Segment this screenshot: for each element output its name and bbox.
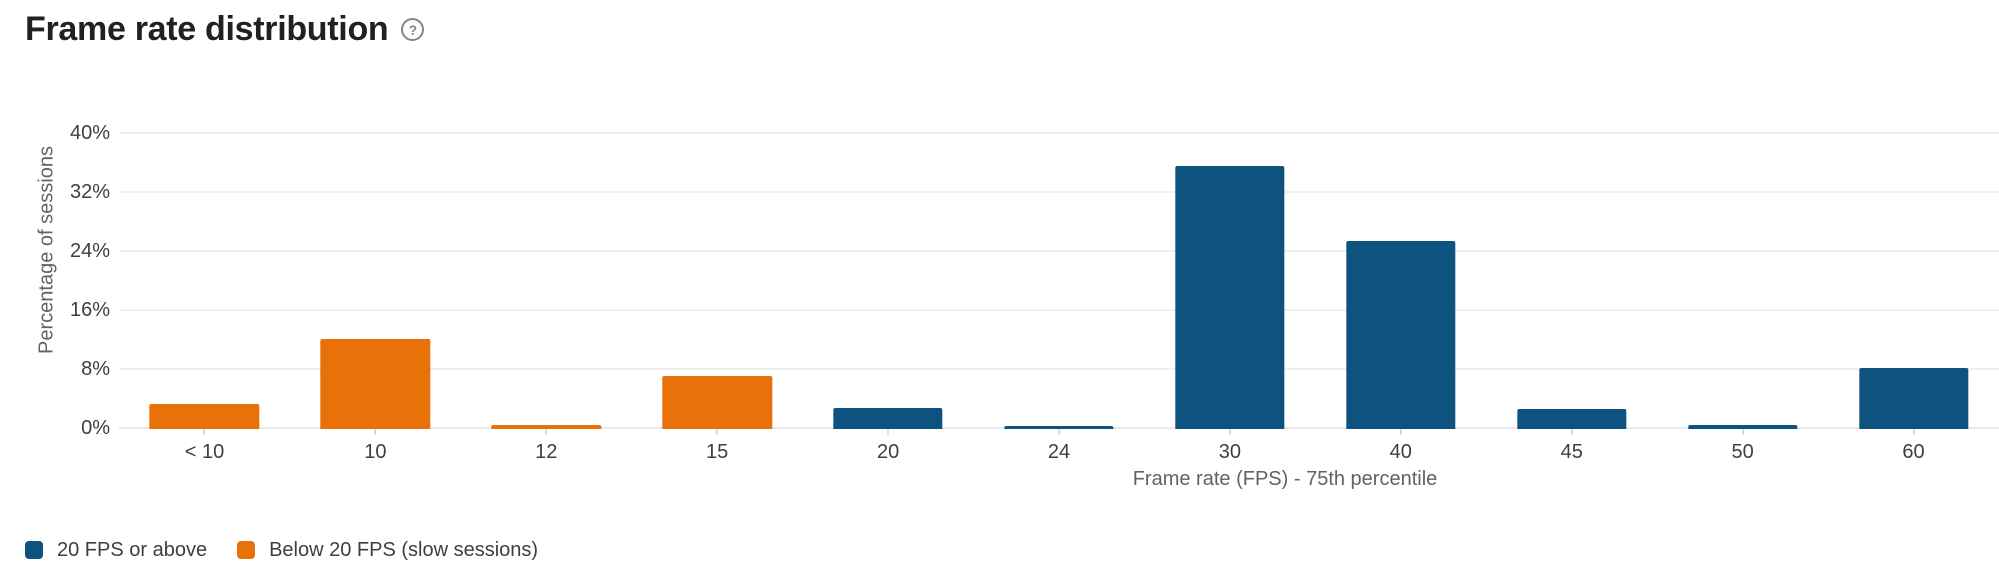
legend-item-below-20fps: Below 20 FPS (slow sessions) bbox=[237, 540, 538, 560]
legend-swatch-above-20fps bbox=[25, 541, 43, 559]
y-tick-label: 16% bbox=[69, 299, 110, 321]
bar-45[interactable] bbox=[1517, 409, 1627, 429]
x-tick-label: 40 bbox=[1389, 441, 1412, 463]
x-tick bbox=[545, 428, 548, 435]
x-tick-label: 12 bbox=[535, 441, 558, 463]
bar-slot: 30 bbox=[1144, 133, 1315, 463]
bar-slot: 45 bbox=[1486, 133, 1657, 463]
y-tick-label: 0% bbox=[81, 417, 110, 439]
x-tick bbox=[1228, 428, 1231, 435]
legend-item-above-20fps: 20 FPS or above bbox=[25, 540, 207, 560]
x-tick bbox=[716, 428, 719, 435]
bar-slot: < 10 bbox=[119, 133, 290, 463]
x-tick bbox=[1570, 428, 1573, 435]
bar-slot: 40 bbox=[1315, 133, 1486, 463]
bar-slot: 60 bbox=[1828, 133, 1999, 463]
gridline bbox=[119, 309, 1999, 311]
x-tick bbox=[203, 428, 206, 435]
x-tick bbox=[374, 428, 377, 435]
x-tick-label: 45 bbox=[1560, 441, 1583, 463]
x-tick-label: 15 bbox=[706, 441, 729, 463]
y-axis-labels: 0% 8% 16% 24% 32% 40% bbox=[0, 122, 119, 439]
bar-20[interactable] bbox=[833, 408, 943, 429]
x-tick-label: < 10 bbox=[184, 441, 225, 463]
bar-50[interactable] bbox=[1687, 425, 1798, 429]
gridline bbox=[119, 132, 1999, 134]
y-tick-label: 8% bbox=[81, 358, 110, 380]
x-tick-label: 10 bbox=[364, 441, 387, 463]
bar-30[interactable] bbox=[1175, 165, 1285, 429]
y-tick-label: 24% bbox=[69, 240, 110, 262]
help-icon[interactable]: ? bbox=[401, 18, 425, 41]
x-tick-label: 20 bbox=[876, 441, 900, 463]
bar-slot: 15 bbox=[632, 133, 803, 463]
y-tick-label: 32% bbox=[69, 181, 110, 203]
chart-legend: 20 FPS or above Below 20 FPS (slow sessi… bbox=[25, 540, 538, 560]
bar-slot: 12 bbox=[461, 133, 632, 463]
x-tick bbox=[1912, 428, 1915, 435]
bar-slot: 24 bbox=[974, 133, 1145, 463]
bar-10[interactable] bbox=[320, 339, 431, 429]
legend-label: Below 20 FPS (slow sessions) bbox=[269, 539, 539, 561]
bar-60[interactable] bbox=[1858, 367, 1969, 429]
gridline bbox=[119, 368, 1999, 370]
x-tick-label: 50 bbox=[1731, 441, 1754, 463]
legend-swatch-below-20fps bbox=[237, 541, 256, 559]
bar-40[interactable] bbox=[1346, 240, 1456, 429]
bar-15[interactable] bbox=[662, 375, 772, 429]
chart-header: Frame rate distribution ? bbox=[25, 10, 425, 49]
x-tick bbox=[1399, 428, 1402, 435]
x-tick-label: 30 bbox=[1218, 441, 1242, 463]
x-tick bbox=[1057, 428, 1060, 435]
x-axis-title: Frame rate (FPS) - 75th percentile bbox=[1132, 468, 1438, 490]
bar-slot: 20 bbox=[803, 133, 974, 463]
bar-slot: 50 bbox=[1657, 133, 1828, 463]
gridline bbox=[119, 250, 1999, 252]
x-tick-label: 60 bbox=[1902, 441, 1925, 463]
x-tick bbox=[887, 428, 890, 435]
bar-slots: < 10 10 12 15 20 24 30 40 45 50 60 bbox=[119, 133, 1999, 463]
bar-10[interactable] bbox=[149, 403, 260, 429]
legend-label: 20 FPS or above bbox=[57, 539, 208, 561]
x-tick bbox=[1741, 428, 1744, 435]
y-tick-label: 40% bbox=[69, 122, 110, 144]
gridline bbox=[119, 191, 1999, 193]
bar-24[interactable] bbox=[1004, 426, 1114, 429]
page-title: Frame rate distribution bbox=[25, 10, 389, 48]
bar-12[interactable] bbox=[491, 425, 601, 429]
x-tick-label: 24 bbox=[1047, 441, 1071, 463]
plot-area: < 10 10 12 15 20 24 30 40 45 50 60 Frame rate (FPS… bbox=[119, 132, 1999, 490]
bar-slot: 10 bbox=[290, 133, 461, 463]
